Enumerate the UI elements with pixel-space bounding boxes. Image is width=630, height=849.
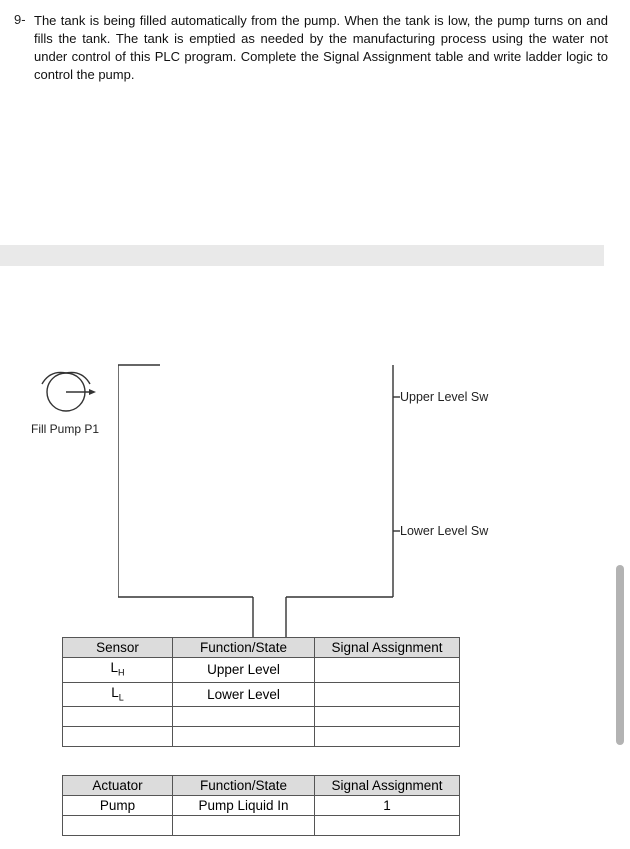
question-text: The tank is being filled automatically f…: [34, 12, 608, 84]
upper-level-switch-label: Upper Level Sw: [400, 390, 488, 404]
cell: [315, 658, 460, 683]
tank-diagram: Fill Pump P1 Upper Level Sw Lower Level …: [0, 350, 630, 650]
pump-icon: [36, 362, 106, 412]
scrollbar-thumb[interactable]: [616, 565, 624, 745]
lower-level-switch-label: Lower Level Sw: [400, 524, 488, 538]
table-row: [63, 727, 460, 747]
tables-area: Sensor Function/State Signal Assignment …: [62, 637, 462, 836]
cell: [315, 816, 460, 836]
table-row: LL Lower Level: [63, 682, 460, 707]
cell: [63, 707, 173, 727]
cell: [315, 727, 460, 747]
table-header-row: Sensor Function/State Signal Assignment: [63, 638, 460, 658]
tank-outline: [118, 357, 418, 657]
cell: [173, 816, 315, 836]
actuator-assignment-table: Actuator Function/State Signal Assignmen…: [62, 775, 460, 836]
cell: LH: [63, 658, 173, 683]
table-row: Pump Pump Liquid In 1: [63, 796, 460, 816]
cell: Upper Level: [173, 658, 315, 683]
cell: Lower Level: [173, 682, 315, 707]
cell: [63, 727, 173, 747]
table-row: [63, 816, 460, 836]
header-function: Function/State: [173, 638, 315, 658]
cell: LL: [63, 682, 173, 707]
question-block: 9- The tank is being filled automaticall…: [0, 0, 630, 84]
cell: [173, 707, 315, 727]
table-row: LH Upper Level: [63, 658, 460, 683]
question-number: 9-: [14, 12, 34, 84]
cell: Pump Liquid In: [173, 796, 315, 816]
header-function: Function/State: [173, 776, 315, 796]
sensor-assignment-table: Sensor Function/State Signal Assignment …: [62, 637, 460, 747]
header-signal: Signal Assignment: [315, 638, 460, 658]
cell: 1: [315, 796, 460, 816]
cell: [315, 707, 460, 727]
header-actuator: Actuator: [63, 776, 173, 796]
cell: [63, 816, 173, 836]
table-row: [63, 707, 460, 727]
header-signal: Signal Assignment: [315, 776, 460, 796]
cell: [315, 682, 460, 707]
table-header-row: Actuator Function/State Signal Assignmen…: [63, 776, 460, 796]
header-sensor: Sensor: [63, 638, 173, 658]
separator-strip: [0, 245, 604, 266]
cell: Pump: [63, 796, 173, 816]
cell: [173, 727, 315, 747]
pump-label: Fill Pump P1: [31, 422, 99, 436]
